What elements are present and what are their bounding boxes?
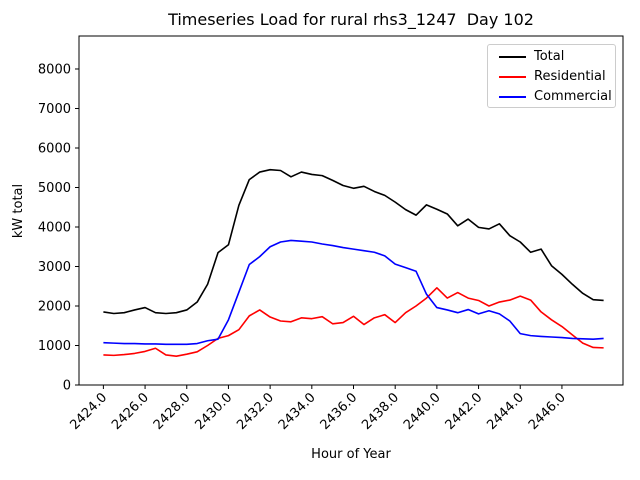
y-tick-label: 3000 [38, 260, 71, 275]
legend-label-commercial: Commercial [534, 89, 612, 104]
axes-frame [78, 35, 624, 386]
x-tick-label: 2446.0 [526, 390, 569, 433]
series-line-total [103, 168, 604, 315]
legend: Total Residential Commercial [487, 44, 616, 108]
x-tick-label: 2432.0 [234, 390, 277, 433]
legend-item-residential: Residential [499, 67, 615, 87]
y-tick-label: 4000 [38, 220, 71, 235]
x-tick-label: 2426.0 [109, 390, 152, 433]
y-tick-label: 8000 [38, 62, 71, 77]
x-tick-label: 2428.0 [151, 390, 194, 433]
y-tick-label: 7000 [38, 102, 71, 117]
y-tick-label: 1000 [38, 339, 71, 354]
x-tick-label: 2424.0 [67, 390, 110, 433]
x-axis-label: Hour of Year [311, 447, 391, 462]
legend-item-commercial: Commercial [499, 87, 615, 107]
x-tick-label: 2438.0 [359, 390, 402, 433]
x-tick-label: 2434.0 [276, 390, 319, 433]
legend-label-total: Total [534, 49, 565, 64]
series-line-residential [103, 287, 604, 357]
legend-line-residential-swatch [499, 76, 526, 78]
x-tick-label: 2444.0 [484, 390, 527, 433]
y-tick-label: 6000 [38, 141, 71, 156]
legend-label-residential: Residential [534, 69, 606, 84]
x-tick-label: 2430.0 [192, 390, 235, 433]
legend-line-total-swatch [499, 56, 526, 58]
chart-title: Timeseries Load for rural rhs3_1247 Day … [168, 10, 534, 29]
x-tick-label: 2440.0 [401, 390, 444, 433]
y-tick-label: 2000 [38, 299, 71, 314]
y-tick-label: 0 [63, 379, 71, 394]
x-tick-label: 2442.0 [443, 390, 486, 433]
y-tick-label: 5000 [38, 181, 71, 196]
legend-line-commercial-swatch [499, 96, 526, 98]
legend-item-total: Total [499, 47, 615, 67]
series-line-commercial [103, 239, 604, 346]
x-tick-label: 2436.0 [318, 390, 361, 433]
